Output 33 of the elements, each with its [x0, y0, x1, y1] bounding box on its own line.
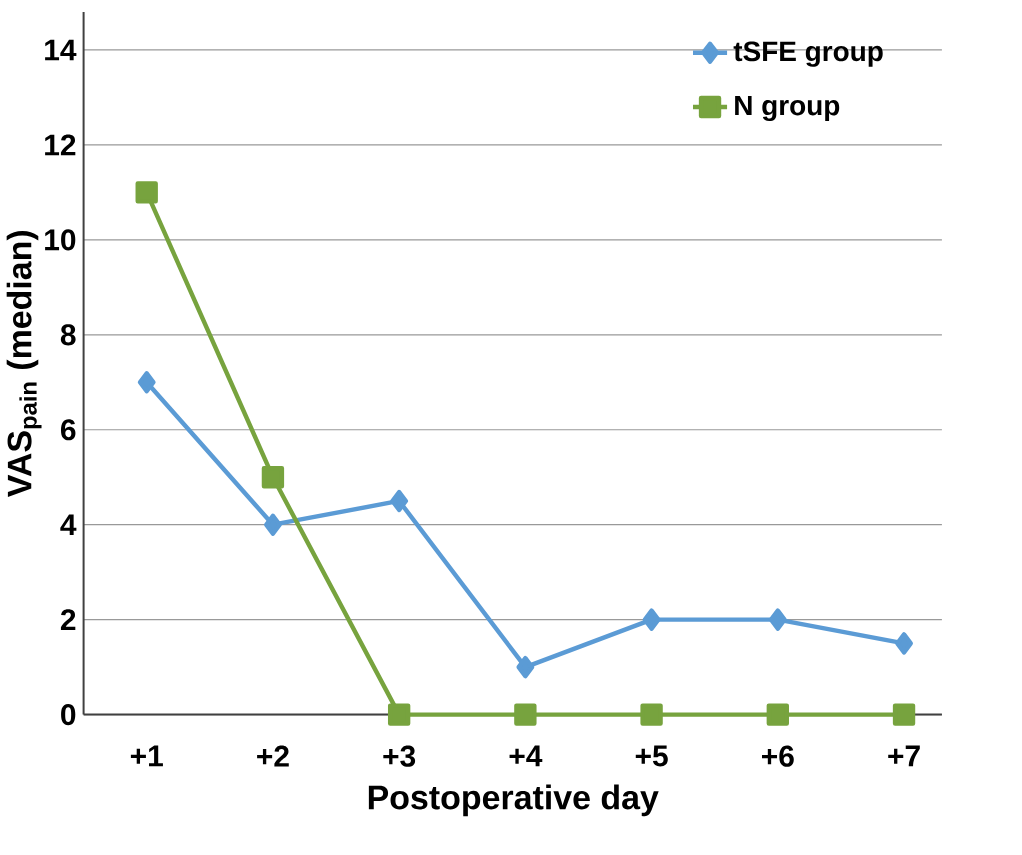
x-tick-label: +5 — [635, 745, 668, 767]
x-tick-label: +3 — [383, 745, 416, 767]
x-tick-label: +1 — [130, 745, 163, 767]
point — [137, 370, 156, 394]
y-tick-label: 8 — [60, 324, 76, 346]
point — [640, 703, 663, 726]
point — [516, 655, 535, 679]
y-tick-label: 2 — [60, 609, 76, 630]
y-tick-label: 0 — [61, 703, 76, 726]
point — [642, 608, 661, 631]
point — [892, 703, 916, 726]
x-axis-title: Postoperative day — [368, 784, 659, 817]
y-tick-label: 6 — [60, 418, 76, 441]
point — [390, 489, 409, 512]
x-tick-label: +2 — [257, 745, 289, 767]
legend-label: tSFE group — [733, 41, 883, 67]
point — [514, 703, 537, 726]
y-tick-label: 12 — [45, 134, 76, 156]
y-tick-label: 14 — [45, 39, 77, 61]
x-tick-label: +4 — [509, 745, 543, 767]
x-tick-label: +6 — [762, 745, 794, 767]
point — [263, 513, 282, 536]
y-tick-label: 10 — [45, 229, 76, 251]
y-axis-title: VAS$_{pain}$ (median) — [6, 230, 42, 497]
point — [895, 632, 913, 655]
point — [261, 465, 285, 489]
point — [135, 181, 158, 204]
point — [387, 703, 411, 726]
legend-label: N group — [735, 95, 840, 121]
point — [768, 608, 787, 631]
point — [766, 703, 789, 726]
x-tick-label: +7 — [888, 745, 920, 767]
y-tick-label: 4 — [60, 514, 77, 535]
